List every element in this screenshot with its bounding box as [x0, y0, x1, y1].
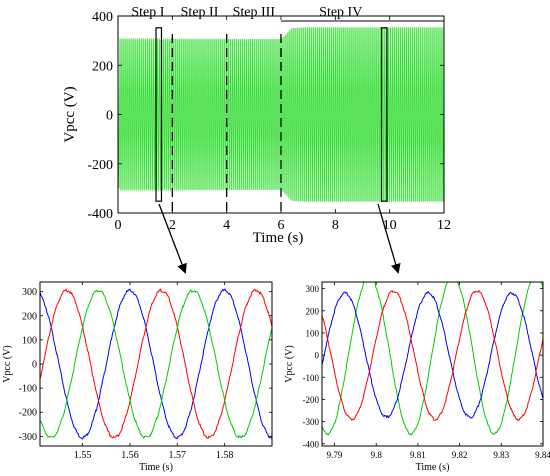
br-y-tick-label: -400: [303, 439, 320, 449]
top-y-tick-label: 400: [92, 10, 113, 25]
zoom-arrow-left: [158, 203, 187, 274]
bl-series-line: [40, 289, 272, 440]
br-y-axis-title: Vpcc (V): [284, 345, 295, 382]
br-series-line: [322, 291, 543, 419]
br-y-tick-label: 100: [306, 328, 320, 338]
bl-y-tick-label: -100: [19, 384, 37, 395]
top-y-tick-label: 200: [92, 59, 113, 74]
bl-y-tick-label: 0: [32, 360, 37, 371]
br-y-tick-label: 200: [306, 306, 320, 316]
zoom-arrows: [158, 203, 401, 274]
br-y-tick-label: -300: [303, 417, 320, 427]
bottom-right-chart: 9.79 9.8 9.81 9.82 9.83 9.84 300 200 100 0 -100 -20…: [284, 281, 550, 473]
br-series-line: [322, 289, 543, 422]
br-x-tick-label: 9.81: [410, 450, 426, 460]
top-y-tick-label: 0: [106, 109, 113, 124]
bottom-left-chart: 1.55 1.56 1.57 1.58 300 200 100 0 -100 -200 -300 Ti…: [2, 281, 273, 473]
bl-x-axis-title: Time (s): [139, 462, 173, 473]
bl-x-tick-label: 1.55: [74, 450, 92, 461]
br-y-tick-label: 0: [315, 351, 320, 361]
top-chart: 0 2 4 6 8 10 12 400 200 0 -200 -400 Time (s) Vpcc (V)…: [62, 5, 451, 246]
top-x-tick-label: 12: [437, 218, 451, 233]
step-label: Step IV: [319, 5, 362, 20]
step-label: Step III: [233, 5, 276, 20]
zoom-window-box: [155, 27, 163, 202]
bl-y-tick-label: -300: [19, 432, 37, 443]
bl-y-tick-label: 100: [22, 335, 37, 346]
br-x-axis-title: Time (s): [416, 462, 450, 473]
bl-series-line: [40, 288, 272, 440]
zoom-arrow-right: [377, 203, 401, 274]
top-x-tick-label: 2: [169, 218, 176, 233]
bl-y-tick-label: -200: [19, 408, 37, 419]
top-x-tick-label: 4: [223, 218, 230, 233]
bl-y-tick-label: 200: [22, 311, 37, 322]
br-x-tick-label: 9.83: [493, 450, 509, 460]
bl-traces: [40, 288, 272, 440]
top-y-axis-title: Vpcc (V): [62, 86, 78, 142]
bl-y-axis-title: Vpcc (V): [2, 345, 13, 382]
bl-x-tick-label: 1.57: [169, 450, 187, 461]
br-traces: [322, 282, 543, 436]
top-x-axis-title: Time (s): [253, 230, 304, 246]
br-axes-box: [321, 281, 544, 447]
br-x-tick-label: 9.8: [371, 450, 383, 460]
top-x-tick-label: 10: [383, 218, 397, 233]
top-y-tick-label: -200: [87, 158, 113, 173]
top-x-tick-label: 8: [332, 218, 339, 233]
top-x-tick-label: 6: [278, 218, 285, 233]
br-x-tick-label: 9.79: [327, 450, 343, 460]
zoom-window-box: [380, 27, 388, 202]
br-x-tick-label: 9.84: [535, 450, 550, 460]
br-y-tick-label: 300: [306, 284, 320, 294]
br-y-tick-label: -100: [303, 373, 320, 383]
bl-y-tick-label: 300: [22, 287, 37, 298]
step-label: Step I: [131, 5, 164, 20]
step-label: Step II: [181, 5, 219, 20]
top-waveform-band: [119, 27, 444, 202]
br-y-tick-label: -200: [303, 395, 320, 405]
bl-series-line: [40, 288, 272, 439]
bl-x-tick-label: 1.58: [216, 450, 234, 461]
br-x-tick-label: 9.82: [452, 450, 468, 460]
top-x-tick-label: 0: [115, 218, 122, 233]
bl-x-tick-label: 1.56: [121, 450, 139, 461]
br-series-line: [322, 282, 543, 436]
top-y-tick-label: -400: [87, 207, 113, 222]
